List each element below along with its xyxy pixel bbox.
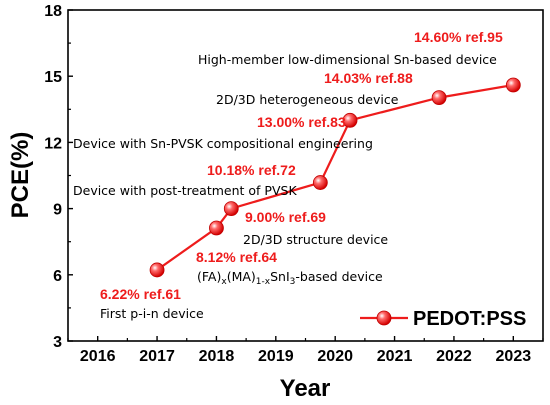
annotation-value-5: 13.00% ref.83: [257, 114, 346, 130]
y-tick-label: 6: [53, 268, 62, 285]
annotation-desc-2: (FA)x(MA)1-xSnI3-based device: [197, 269, 383, 287]
data-point-3: [223, 201, 239, 217]
legend-marker: [376, 310, 392, 326]
y-tick-label: 18: [44, 3, 62, 20]
annotation-value-2: 8.12% ref.64: [196, 249, 277, 265]
y-tick-label: 12: [44, 135, 62, 152]
annotation-value-3: 9.00% ref.69: [245, 209, 326, 225]
x-tick-label: 2020: [317, 348, 353, 365]
data-point-1: [149, 262, 165, 278]
legend: PEDOT:PSS: [360, 308, 526, 330]
x-axis-title: Year: [280, 375, 331, 402]
data-points: [149, 77, 521, 278]
legend-label: PEDOT:PSS: [413, 308, 526, 330]
y-tick-label: 15: [44, 69, 62, 86]
annotation-desc-3: 2D/3D structure device: [243, 232, 388, 247]
annotation-desc-7: High-member low-dimensional Sn-based dev…: [198, 52, 497, 67]
x-tick-label: 2021: [377, 348, 413, 365]
axis-ticks: 2016 2017 2018 2019 2020 2021 2022 2023 3 6 9 12 15 1…: [44, 3, 544, 365]
y-axis-title: PCE(%): [7, 132, 34, 219]
annotation-value-4: 10.18% ref.72: [207, 162, 296, 178]
annotation-desc-5: Device with Sn-PVSK compositional engine…: [73, 136, 373, 151]
data-point-7: [505, 77, 521, 93]
data-point-5: [342, 112, 358, 128]
annotation-value-6: 14.03% ref.88: [324, 70, 413, 86]
annotation-desc-1: First p-i-n device: [100, 306, 204, 321]
y-tick-label: 9: [53, 202, 62, 219]
annotation-value-1: 6.22% ref.61: [100, 286, 181, 302]
x-tick-label: 2023: [496, 348, 532, 365]
data-point-6: [431, 90, 447, 106]
data-point-2: [209, 220, 224, 236]
data-point-4: [312, 175, 328, 190]
x-tick-label: 2017: [139, 348, 175, 365]
annotation-value-7: 14.60% ref.95: [414, 29, 503, 45]
x-tick-label: 2018: [199, 348, 235, 365]
x-tick-label: 2016: [80, 348, 116, 365]
annotation-desc-4: Device with post-treatment of PVSK: [73, 183, 297, 198]
x-tick-label: 2022: [436, 348, 472, 365]
x-tick-label: 2019: [258, 348, 294, 365]
y-tick-label: 3: [53, 334, 62, 351]
annotation-desc-6: 2D/3D heterogeneous device: [216, 92, 399, 107]
